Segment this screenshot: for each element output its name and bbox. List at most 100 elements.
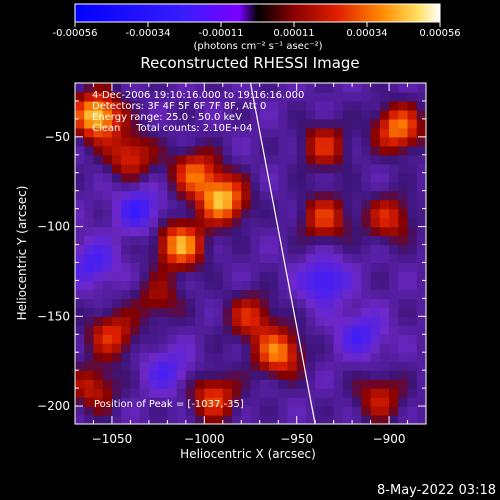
heatmap-cell — [324, 298, 335, 308]
heatmap-cell — [102, 181, 113, 192]
heatmap-cell — [93, 181, 104, 192]
heatmap-cell — [176, 217, 187, 228]
heatmap-cell — [305, 253, 316, 264]
heatmap-cell — [176, 316, 187, 326]
heatmap-cell — [185, 83, 196, 93]
heatmap-cell — [130, 199, 141, 210]
heatmap-cell — [204, 334, 215, 344]
heatmap-cell — [416, 226, 426, 237]
heatmap-cell — [416, 118, 426, 129]
heatmap-cell — [102, 91, 113, 102]
heatmap-cell — [315, 262, 325, 273]
heatmap-cell — [287, 136, 298, 147]
heatmap-cell — [213, 352, 224, 362]
heatmap-cell — [389, 145, 399, 156]
heatmap-cell — [232, 406, 242, 416]
heatmap-cell — [324, 118, 335, 129]
heatmap-cell — [204, 253, 215, 264]
heatmap-cell — [278, 154, 289, 165]
heatmap-cell — [250, 226, 261, 237]
heatmap-cell — [213, 100, 224, 111]
heatmap-cell — [315, 343, 325, 353]
heatmap-cell — [250, 118, 261, 129]
heatmap-cell — [287, 244, 298, 255]
heatmap-cell — [148, 181, 159, 192]
heatmap-cell — [296, 199, 307, 210]
heatmap-cell — [296, 163, 307, 174]
heatmap-cell — [93, 334, 104, 344]
heatmap-cell — [75, 343, 85, 353]
heatmap-cell — [84, 370, 95, 380]
heatmap-cell — [139, 280, 150, 290]
heatmap-cell — [324, 199, 335, 210]
heatmap-cell — [222, 253, 233, 264]
heatmap-cell — [361, 154, 372, 165]
heatmap-cell — [204, 109, 215, 120]
heatmap-cell — [93, 352, 104, 362]
heatmap-cell — [204, 118, 215, 129]
heatmap-cell — [204, 262, 215, 273]
heatmap-cell — [259, 208, 270, 219]
heatmap-cell — [315, 325, 325, 335]
heatmap-cell — [259, 397, 270, 407]
heatmap-cell — [148, 334, 159, 344]
heatmap-cell — [315, 253, 325, 264]
heatmap-cell — [84, 406, 95, 416]
heatmap-cell — [333, 208, 344, 219]
heatmap-cell — [111, 397, 122, 407]
heatmap-cell — [379, 370, 390, 380]
heatmap-cell — [121, 334, 132, 344]
heatmap-cell — [158, 343, 168, 353]
heatmap-cell — [93, 361, 104, 371]
heatmap-cell — [93, 307, 104, 317]
heatmap-cell — [232, 172, 242, 183]
heatmap-cell — [176, 325, 187, 335]
heatmap-cell — [241, 370, 252, 380]
heatmap-cell — [250, 190, 261, 201]
heatmap-cell — [176, 415, 187, 424]
heatmap-cell — [84, 136, 95, 147]
heatmap-cell — [111, 379, 122, 389]
heatmap-cell — [333, 127, 344, 138]
heatmap-cell — [361, 145, 372, 156]
heatmap-cell — [148, 262, 159, 273]
heatmap-cell — [389, 325, 399, 335]
heatmap-cell — [102, 244, 113, 255]
heatmap-cell — [139, 100, 150, 111]
heatmap-cell — [315, 163, 325, 174]
heatmap-cell — [370, 388, 381, 398]
heatmap-cell — [259, 217, 270, 228]
heatmap-cell — [75, 415, 85, 424]
heatmap-cell — [130, 181, 141, 192]
heatmap-cell — [416, 361, 426, 371]
heatmap-cell — [102, 352, 113, 362]
heatmap-cell — [287, 361, 298, 371]
heatmap-cell — [195, 83, 205, 93]
heatmap-cell — [158, 91, 168, 102]
heatmap-cell — [75, 280, 85, 290]
heatmap-cell — [232, 280, 242, 290]
heatmap-cell — [305, 316, 316, 326]
heatmap-cell — [315, 172, 325, 183]
heatmap-cell — [296, 334, 307, 344]
heatmap-cell — [84, 415, 95, 424]
heatmap-cell — [139, 145, 150, 156]
heatmap-cell — [84, 334, 95, 344]
heatmap-cell — [296, 388, 307, 398]
heatmap-cell — [259, 235, 270, 246]
heatmap-cell — [102, 379, 113, 389]
heatmap-cell — [204, 397, 215, 407]
heatmap-cell — [278, 262, 289, 273]
heatmap-cell — [296, 145, 307, 156]
heatmap-cell — [287, 217, 298, 228]
heatmap-cell — [416, 83, 426, 93]
heatmap-cell — [204, 388, 215, 398]
x-axis-label: Heliocentric X (arcsec) — [180, 447, 316, 461]
heatmap-cell — [287, 83, 298, 93]
heatmap-cell — [148, 226, 159, 237]
heatmap-cell — [370, 334, 381, 344]
heatmap-cell — [139, 370, 150, 380]
heatmap-cell — [167, 154, 178, 165]
heatmap-cell — [185, 145, 196, 156]
heatmap-cell — [259, 145, 270, 156]
